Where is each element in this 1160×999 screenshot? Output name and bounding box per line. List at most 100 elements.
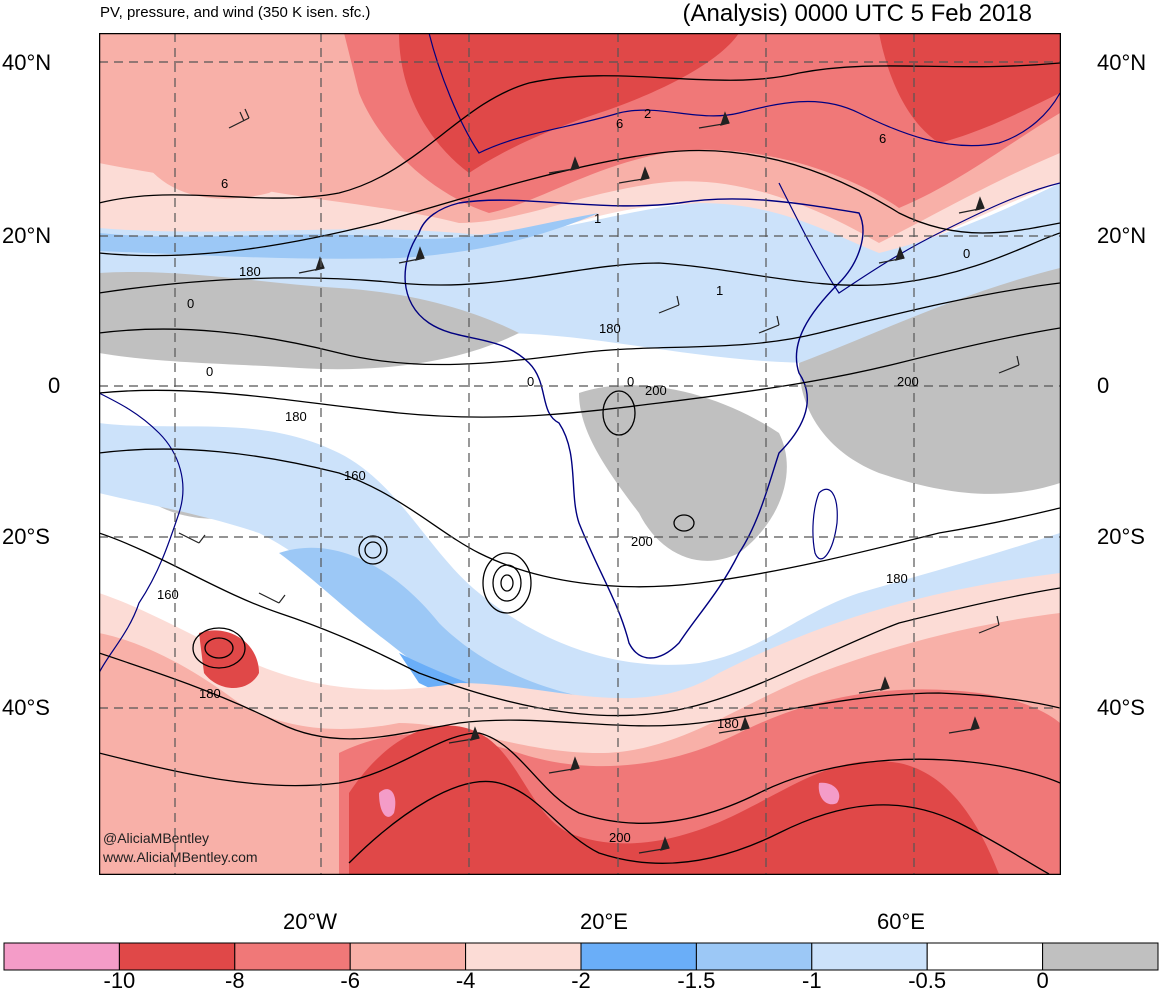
south-pv-darkred-core: [349, 725, 999, 874]
south-america-coastline: [99, 392, 184, 674]
contour-label: 180: [239, 264, 261, 279]
gray-band-west: [99, 271, 519, 370]
wind-barb: [878, 246, 905, 264]
cyclone-contour: [364, 541, 382, 559]
contour-label: 0: [187, 296, 194, 311]
wind-barbs: [178, 108, 1020, 854]
contour-label: 0: [627, 374, 634, 389]
wind-barb: [758, 315, 780, 334]
south-pink-patch-east: [818, 782, 840, 805]
wind-barb: [698, 111, 730, 129]
contour-label: 6: [616, 116, 623, 131]
wind-barb: [998, 355, 1020, 374]
south-blue-swirl-dark: [279, 547, 799, 729]
contour-label: 1: [594, 211, 601, 226]
lon-label: 20°W: [283, 909, 338, 934]
contour-label: 200: [609, 830, 631, 845]
colorbar-swatch: [234, 942, 351, 971]
wind-barb: [548, 156, 580, 174]
madagascar-coastline: [812, 488, 838, 560]
wind-barb: [228, 108, 250, 129]
cyclone-contour: [602, 390, 636, 436]
colorbar-label: -0.5: [908, 968, 947, 993]
colorbar-swatch: [695, 942, 813, 971]
north-east-darkred-core: [879, 33, 1060, 143]
contour-label: 6: [221, 176, 228, 191]
contour-line: [99, 282, 1060, 366]
colorbar-label: -2: [571, 968, 591, 993]
wind-barb: [978, 615, 1000, 634]
contour-label: 2: [644, 106, 651, 121]
wind-barb: [618, 166, 650, 184]
wind-barb: [658, 295, 680, 314]
contour-label: 160: [344, 468, 366, 483]
contour-label: 1: [716, 283, 723, 298]
gray-band-africa: [579, 385, 787, 561]
contour-line: [99, 652, 1060, 740]
wind-barb: [398, 246, 425, 264]
credit-website: www.AliciaMBentley.com: [102, 849, 258, 865]
wind-barb: [858, 676, 890, 694]
colorbar-swatch: [349, 942, 467, 971]
wind-barb: [178, 532, 206, 544]
contour-line: [348, 780, 1050, 874]
map-border: [99, 33, 1061, 875]
wind-barb: [718, 716, 750, 734]
colorbar-swatch: [1042, 942, 1159, 971]
arabia-coastline: [778, 182, 1060, 294]
wind-barb: [258, 592, 286, 604]
lat-label-left: 20°N: [2, 223, 52, 248]
contour-label: 180: [599, 321, 621, 336]
contour-label: 180: [886, 571, 908, 586]
contour-line: [99, 232, 1060, 294]
lat-label-right: 40°N: [1097, 50, 1147, 75]
pv-map: 6 2 6 6 180 0 1 1 180 0 0 0 200 0 200 18…: [99, 33, 1061, 875]
pressure-contours: [99, 62, 1060, 874]
lon-label: 20°E: [580, 909, 628, 934]
colorbar-label: -1.5: [677, 968, 716, 993]
gray-band-east: [799, 268, 1060, 494]
cyclone-contour: [673, 514, 695, 532]
contour-label: 200: [897, 374, 919, 389]
cyclone-contour: [500, 574, 514, 592]
lat-label-right: 20°N: [1097, 223, 1147, 248]
wind-barb: [958, 196, 985, 214]
west-pv-red: [139, 62, 314, 199]
contour-label: 180: [717, 716, 739, 731]
cyclone-contour: [492, 564, 522, 602]
wind-barb: [548, 756, 580, 774]
colorbar-swatch: [580, 942, 697, 971]
lat-label-left: 20°S: [2, 524, 50, 549]
contour-line: [99, 448, 1060, 588]
credit-handle: @AliciaMBentley: [103, 830, 209, 846]
colorbar-label: -4: [455, 968, 476, 993]
colorbar-swatch: [118, 942, 236, 971]
south-pink-patch: [379, 789, 396, 817]
colorbar-label: -1: [802, 968, 822, 993]
colorbar-label: -8: [225, 968, 245, 993]
cyclone-contour: [358, 535, 388, 565]
lat-label-left: 40°N: [2, 50, 52, 75]
contour-label: 160: [157, 587, 179, 602]
contour-label: 200: [631, 534, 653, 549]
contour-label: 0: [527, 374, 534, 389]
contour-line: [99, 327, 1060, 418]
contour-line: [99, 149, 1060, 257]
graticule: [99, 33, 1060, 874]
lon-label: 60°E: [877, 909, 925, 934]
colorbar-swatch: [811, 942, 928, 971]
tropical-blue-streak: [99, 213, 599, 259]
lat-label-right: 20°S: [1097, 524, 1145, 549]
wind-barb: [448, 726, 480, 744]
colorbar-label: -6: [340, 968, 360, 993]
colorbar-swatch: [465, 942, 582, 971]
colorbar-label: -10: [103, 968, 136, 993]
colorbar-swatch: [926, 942, 1044, 971]
cyclone-contour: [204, 637, 234, 659]
contour-label: 0: [963, 246, 970, 261]
cyclone-contour: [482, 552, 532, 614]
contour-label: 200: [645, 383, 667, 398]
colorbar-swatch: [3, 942, 120, 971]
contour-labels: 6 2 6 6 180 0 1 1 180 0 0 0 200 0 200 18…: [157, 106, 970, 845]
pv-colorbar: [3, 942, 1159, 971]
